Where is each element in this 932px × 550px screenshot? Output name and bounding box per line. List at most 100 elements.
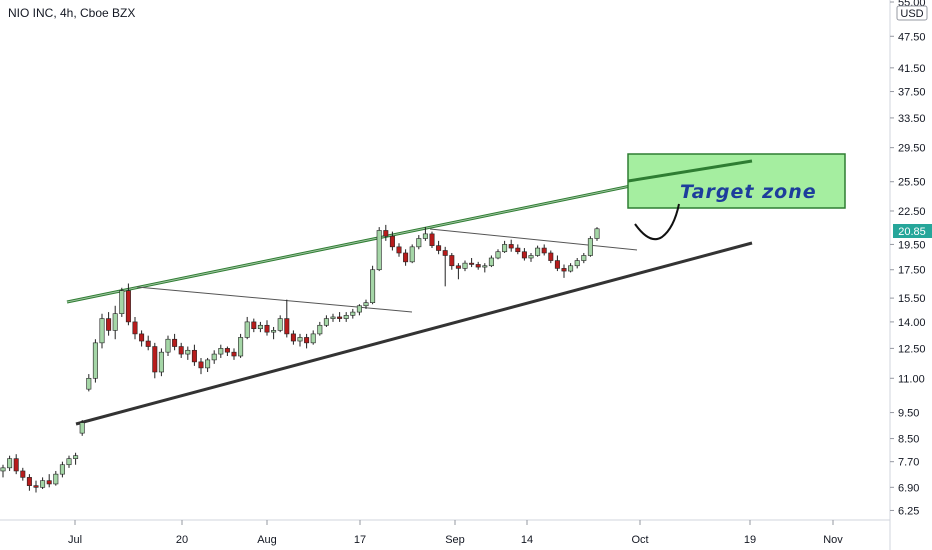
candle[interactable]	[198, 357, 204, 375]
candle[interactable]	[73, 452, 79, 465]
candle[interactable]	[112, 305, 118, 340]
candle[interactable]	[66, 455, 72, 468]
candle[interactable]	[554, 255, 560, 272]
candle[interactable]	[145, 335, 151, 351]
candle[interactable]	[396, 243, 402, 257]
candle[interactable]	[125, 283, 131, 326]
candle[interactable]	[383, 224, 389, 241]
candle[interactable]	[343, 312, 349, 322]
candle[interactable]	[442, 246, 448, 287]
candle[interactable]	[403, 249, 409, 266]
candle[interactable]	[205, 357, 211, 372]
candle[interactable]	[304, 333, 310, 349]
candle[interactable]	[416, 235, 422, 250]
candle[interactable]	[363, 299, 369, 309]
candle-body-down	[132, 321, 138, 335]
candle[interactable]	[548, 250, 554, 264]
candle-body-up	[502, 244, 508, 253]
candle[interactable]	[86, 374, 92, 392]
candle[interactable]	[185, 346, 191, 360]
candle[interactable]	[132, 316, 138, 340]
candle[interactable]	[323, 315, 329, 327]
candle[interactable]	[436, 240, 442, 255]
candle[interactable]	[218, 344, 224, 358]
candle[interactable]	[389, 231, 395, 251]
candle[interactable]	[581, 252, 587, 264]
candle[interactable]	[290, 330, 296, 345]
candle[interactable]	[449, 252, 455, 270]
candle[interactable]	[152, 342, 158, 379]
candle[interactable]	[587, 236, 593, 257]
candle[interactable]	[33, 480, 39, 493]
candle[interactable]	[535, 245, 541, 257]
candle[interactable]	[568, 263, 574, 273]
candle[interactable]	[488, 255, 494, 268]
candle[interactable]	[79, 420, 85, 436]
candle[interactable]	[165, 335, 171, 357]
candle[interactable]	[271, 326, 277, 340]
candle[interactable]	[46, 474, 52, 488]
candle[interactable]	[251, 318, 257, 333]
projection-curve[interactable]	[634, 203, 680, 241]
candle[interactable]	[59, 461, 65, 478]
candle[interactable]	[26, 474, 32, 491]
candle[interactable]	[53, 470, 59, 486]
candle[interactable]	[106, 312, 112, 336]
candle[interactable]	[277, 315, 283, 333]
candle[interactable]	[561, 264, 567, 278]
candle[interactable]	[99, 313, 105, 349]
candle[interactable]	[119, 287, 125, 317]
time-scale[interactable]: Jul 20 Aug 17 Sep 14 Oct 19 Nov	[68, 520, 843, 546]
candle[interactable]	[528, 252, 534, 262]
candle[interactable]	[515, 244, 521, 255]
candle[interactable]	[13, 454, 19, 475]
candle[interactable]	[422, 227, 428, 241]
candle[interactable]	[231, 348, 237, 360]
candle[interactable]	[191, 344, 197, 366]
candle[interactable]	[462, 260, 468, 272]
candle[interactable]	[409, 244, 415, 264]
candle[interactable]	[541, 244, 547, 256]
candle[interactable]	[482, 263, 488, 273]
candle[interactable]	[350, 308, 356, 319]
candle[interactable]	[257, 321, 263, 333]
candle[interactable]	[356, 304, 362, 316]
candle[interactable]	[0, 464, 6, 478]
candle[interactable]	[7, 455, 13, 471]
candle[interactable]	[158, 348, 164, 377]
candle[interactable]	[475, 261, 481, 270]
candle[interactable]	[211, 350, 217, 364]
candle[interactable]	[508, 239, 514, 252]
candle[interactable]	[40, 477, 46, 490]
pattern-line-2[interactable]	[429, 228, 638, 251]
candle[interactable]	[370, 265, 376, 305]
candle[interactable]	[521, 248, 527, 261]
candle[interactable]	[224, 346, 230, 357]
candle[interactable]	[264, 320, 270, 336]
candle[interactable]	[310, 330, 316, 345]
candle[interactable]	[469, 258, 475, 268]
candle[interactable]	[376, 227, 382, 272]
candle[interactable]	[574, 258, 580, 269]
candle[interactable]	[337, 312, 343, 322]
candlestick-series[interactable]	[0, 224, 600, 493]
candle[interactable]	[178, 342, 184, 358]
lower-channel-line[interactable]	[75, 241, 753, 426]
candle[interactable]	[172, 333, 178, 351]
candle[interactable]	[502, 240, 508, 253]
candle[interactable]	[139, 330, 145, 347]
candle[interactable]	[317, 321, 323, 336]
candle[interactable]	[244, 316, 250, 340]
candle[interactable]	[429, 231, 435, 249]
candle[interactable]	[238, 333, 244, 358]
candle[interactable]	[284, 299, 290, 338]
candle[interactable]	[455, 263, 461, 280]
candle[interactable]	[330, 313, 336, 322]
candle[interactable]	[594, 227, 600, 241]
candle[interactable]	[20, 467, 26, 481]
price-scale[interactable]: 55.00 47.50 41.50 37.50 33.50 29.50 25.50 22.50…	[890, 0, 926, 517]
candle[interactable]	[297, 333, 303, 347]
candle[interactable]	[92, 339, 98, 383]
candle[interactable]	[495, 249, 501, 260]
